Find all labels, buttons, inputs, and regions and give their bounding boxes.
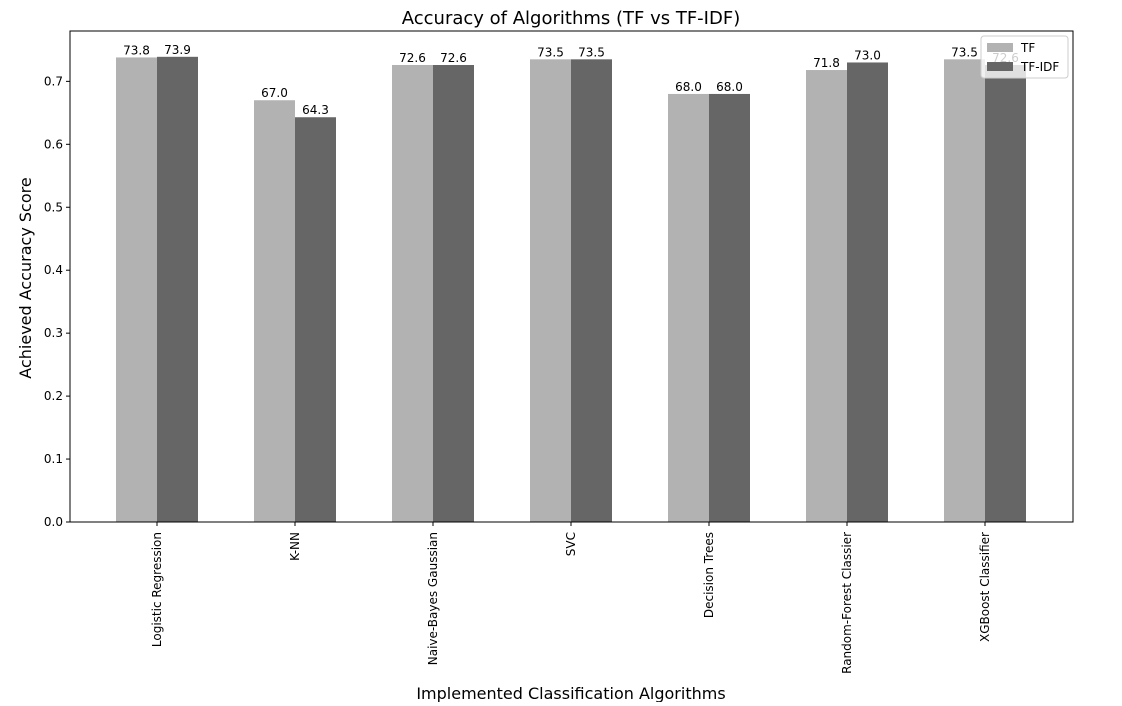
bar-tf-3 <box>530 59 571 522</box>
y-axis-label: Achieved Accuracy Score <box>16 177 35 378</box>
bar-value-label: 72.6 <box>440 51 467 65</box>
y-tick-label: 0.2 <box>44 389 63 403</box>
bar-tf-idf-1 <box>295 117 336 522</box>
legend-swatch-tf-idf <box>987 62 1013 71</box>
chart-title: Accuracy of Algorithms (TF vs TF-IDF) <box>402 8 740 29</box>
y-tick-label: 0.5 <box>44 200 63 214</box>
bar-tf-0 <box>116 57 157 522</box>
bar-tf-5 <box>806 70 847 523</box>
bar-value-label: 73.5 <box>951 45 978 59</box>
bar-value-label: 68.0 <box>716 80 743 94</box>
bar-tf-idf-3 <box>571 59 612 522</box>
bar-value-label: 64.3 <box>302 103 329 117</box>
x-tick-label: Decision Trees <box>702 532 716 618</box>
bar-value-label: 73.8 <box>123 43 150 57</box>
bar-tf-idf-2 <box>433 64 474 522</box>
legend-label-tf-idf: TF-IDF <box>1020 60 1059 74</box>
bar-tf-1 <box>254 100 295 522</box>
y-tick-label: 0.6 <box>44 137 63 151</box>
y-tick-label: 0.4 <box>44 263 63 277</box>
bar-tf-2 <box>392 64 433 522</box>
legend-swatch-tf <box>987 43 1013 52</box>
bar-value-label: 73.9 <box>164 43 191 57</box>
x-tick-label: K-NN <box>288 532 302 561</box>
y-tick-label: 0.0 <box>44 515 63 529</box>
x-tick-label: Random-Forest Classier <box>840 532 854 674</box>
bar-value-label: 73.0 <box>854 48 881 62</box>
bar-value-label: 73.5 <box>578 45 605 59</box>
legend-label-tf: TF <box>1020 41 1035 55</box>
bar-tf-idf-0 <box>157 56 198 523</box>
bar-value-label: 67.0 <box>261 86 288 100</box>
y-tick-label: 0.7 <box>44 74 63 88</box>
x-tick-label: SVC <box>564 532 578 556</box>
bar-tf-6 <box>944 59 985 522</box>
y-tick-label: 0.1 <box>44 452 63 466</box>
bar-tf-idf-4 <box>709 93 750 522</box>
y-tick-label: 0.3 <box>44 326 63 340</box>
x-tick-label: Logistic Regression <box>150 532 164 647</box>
bar-value-label: 72.6 <box>399 51 426 65</box>
bar-value-label: 71.8 <box>813 56 840 70</box>
x-tick-label: XGBoost Classifier <box>978 532 992 642</box>
legend: TF TF-IDF <box>980 35 1069 79</box>
bar-value-label: 68.0 <box>675 80 702 94</box>
bar-tf-idf-6 <box>985 64 1026 522</box>
bar-tf-4 <box>668 93 709 522</box>
x-tick-label: Naive-Bayes Gaussian <box>426 532 440 665</box>
bar-tf-idf-5 <box>847 62 888 522</box>
bar-value-label: 73.5 <box>537 45 564 59</box>
x-axis-label: Implemented Classification Algorithms <box>416 684 725 702</box>
